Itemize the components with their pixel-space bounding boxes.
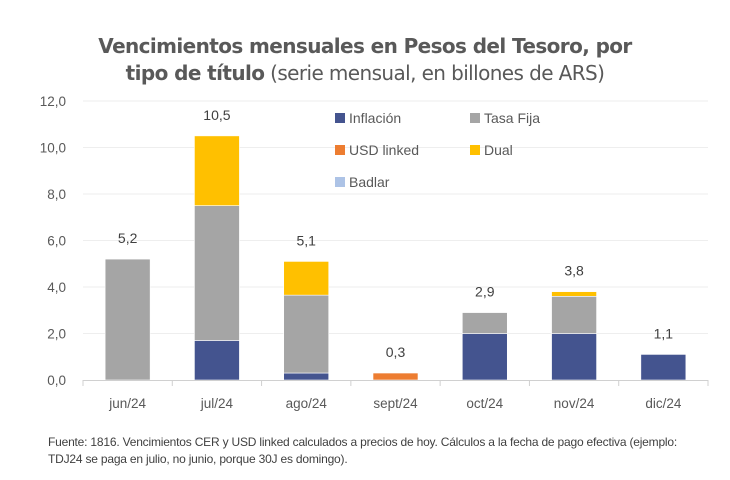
y-tick-label: 0,0 (47, 373, 66, 388)
bar-segment-inflación (461, 333, 508, 381)
data-labels: 5,2 10,5 5,1 0,3 2,9 3,8 1,1 (118, 107, 673, 360)
y-tick-label: 8,0 (47, 187, 66, 202)
gridlines (83, 100, 708, 334)
bar-segment-dual (283, 261, 330, 296)
y-tick-label: 4,0 (47, 280, 66, 295)
x-tick-label: ago/24 (286, 396, 328, 411)
legend-swatch (335, 177, 345, 187)
bar-segment-usd-linked (372, 372, 419, 381)
bar-segment-dual (194, 135, 240, 206)
y-tick-label: 2,0 (47, 327, 66, 342)
x-tick-label: dic/24 (645, 396, 682, 411)
bar-segment-inflación (194, 340, 240, 381)
legend-label: Inflación (349, 110, 401, 126)
bar-segment-inflación (283, 372, 330, 381)
total-label: 5,2 (118, 230, 138, 246)
chart-title: Vencimientos mensuales en Pesos del Teso… (0, 33, 730, 87)
legend-item: USD linked (335, 142, 419, 158)
chart-title-line1: Vencimientos mensuales en Pesos del Teso… (98, 34, 632, 58)
bars (104, 135, 687, 381)
legend-swatch (335, 113, 345, 123)
chart-subtitle: (serie mensual, en billones de ARS) (270, 61, 605, 85)
total-label: 10,5 (203, 107, 230, 123)
legend: Inflación Tasa Fija USD linked Dual Badlar (335, 110, 540, 190)
legend-label: Dual (484, 142, 513, 158)
bar-segment-tasa-fija (283, 294, 330, 374)
legend-label: Badlar (349, 174, 390, 190)
bar-segment-inflación (640, 354, 687, 381)
legend-label: Tasa Fija (484, 110, 540, 126)
y-tick-label: 10,0 (40, 141, 66, 156)
legend-swatch (335, 145, 345, 155)
x-tick-label: nov/24 (554, 396, 595, 411)
total-label: 2,9 (475, 284, 495, 300)
legend-swatch (470, 113, 480, 123)
legend-item: Dual (470, 142, 513, 158)
total-label: 3,8 (564, 263, 584, 279)
legend-item: Badlar (335, 174, 390, 190)
bar-segment-dual (551, 291, 597, 297)
bar-segment-tasa-fija (461, 312, 508, 334)
x-tick-label: sept/24 (373, 396, 418, 411)
total-label: 1,1 (654, 325, 674, 341)
y-tick-label: 6,0 (47, 234, 66, 249)
legend-item: Inflación (335, 110, 401, 126)
legend-label: USD linked (349, 142, 419, 158)
x-axis: jun/24 jul/24 ago/24 sept/24 oct/24 nov/24 dic… (82, 380, 709, 411)
source-note: Fuente: 1816. Vencimientos CER y USD lin… (48, 435, 678, 466)
legend-swatch (470, 145, 480, 155)
legend-item: Tasa Fija (470, 110, 540, 126)
y-tick-label: 12,0 (40, 94, 66, 109)
bar-segment-inflación (551, 333, 597, 381)
total-label: 0,3 (386, 344, 406, 360)
y-axis: 0,0 2,0 4,0 6,0 8,0 10,0 12,0 (40, 94, 66, 388)
x-tick-label: jul/24 (200, 396, 234, 411)
bar-segment-tasa-fija (194, 205, 240, 341)
x-tick-label: jun/24 (108, 396, 146, 411)
total-label: 5,1 (296, 232, 316, 248)
bar-segment-tasa-fija (104, 258, 151, 381)
chart-title-bold: tipo de título (125, 61, 265, 85)
bar-segment-tasa-fija (551, 295, 597, 334)
x-tick-label: oct/24 (466, 396, 503, 411)
